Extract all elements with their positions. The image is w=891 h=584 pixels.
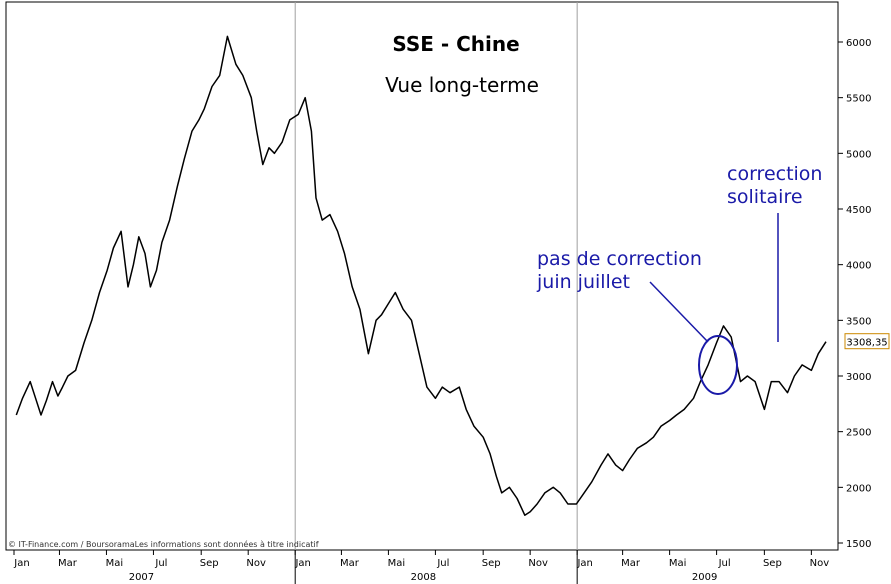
- y-axis: 1500 2000 2500 3000 3500 4000 4500 5000 5500 6000: [838, 38, 871, 550]
- last-value-tag: 3308,35: [844, 333, 890, 350]
- year-label: 2007: [129, 572, 154, 583]
- annotation-solitary-line2: solitaire: [727, 186, 803, 208]
- x-tick-label: Mai: [388, 558, 406, 569]
- plot-frame: [5, 1, 839, 551]
- x-tick-label: Mar: [340, 558, 360, 569]
- price-line: [15, 35, 827, 516]
- x-tick-label: Sep: [200, 558, 219, 569]
- chart-subtitle: Vue long-terme: [385, 73, 539, 97]
- x-tick-label: Jan: [13, 558, 29, 569]
- annotation-solitary-line1: correction: [727, 163, 822, 185]
- annotation-no-correction-line2: juin juillet: [536, 271, 630, 293]
- x-tick-label: Nov: [810, 558, 830, 569]
- x-axis: Jan Mar Mai Jul Sep Nov Jan Mar Mai Jul Sep Nov Jan M…: [13, 550, 829, 569]
- x-tick-label: Nov: [528, 558, 548, 569]
- chart-title: SSE - Chine: [392, 32, 519, 56]
- x-tick-label: Jan: [294, 558, 310, 569]
- x-tick-label: Mai: [669, 558, 687, 569]
- y-tick-label: 1500: [846, 539, 871, 550]
- year-labels: 2007 2008 2009: [129, 572, 718, 583]
- y-tick-label: 5500: [846, 94, 871, 105]
- annotation-no-correction-line1: pas de correction: [537, 248, 702, 270]
- x-tick-label: Jan: [576, 558, 592, 569]
- last-value-label: 3308,35: [846, 338, 887, 349]
- y-tick-label: 4500: [846, 205, 871, 216]
- year-label: 2009: [692, 572, 717, 583]
- y-tick-label: 2000: [846, 483, 871, 494]
- x-tick-label: Mar: [58, 558, 78, 569]
- x-tick-label: Jul: [154, 558, 167, 569]
- x-tick-label: Sep: [482, 558, 501, 569]
- x-tick-label: Jul: [436, 558, 449, 569]
- y-tick-label: 5000: [846, 149, 871, 160]
- x-tick-label: Nov: [246, 558, 266, 569]
- y-tick-label: 3000: [846, 372, 871, 383]
- year-separators: [294, 2, 578, 584]
- x-tick-label: Sep: [763, 558, 782, 569]
- y-tick-label: 3500: [846, 316, 871, 327]
- y-tick-label: 4000: [846, 261, 871, 272]
- y-tick-label: 6000: [846, 38, 871, 49]
- annotation-arrow-line: [649, 281, 709, 343]
- year-label: 2008: [411, 572, 436, 583]
- x-tick-label: Mar: [621, 558, 641, 569]
- x-tick-label: Jul: [718, 558, 731, 569]
- annotation-circle: [698, 335, 738, 395]
- x-tick-label: Mai: [106, 558, 124, 569]
- copyright-text: © IT-Finance.com / BoursoramaLes informa…: [8, 539, 319, 549]
- y-tick-label: 2500: [846, 428, 871, 439]
